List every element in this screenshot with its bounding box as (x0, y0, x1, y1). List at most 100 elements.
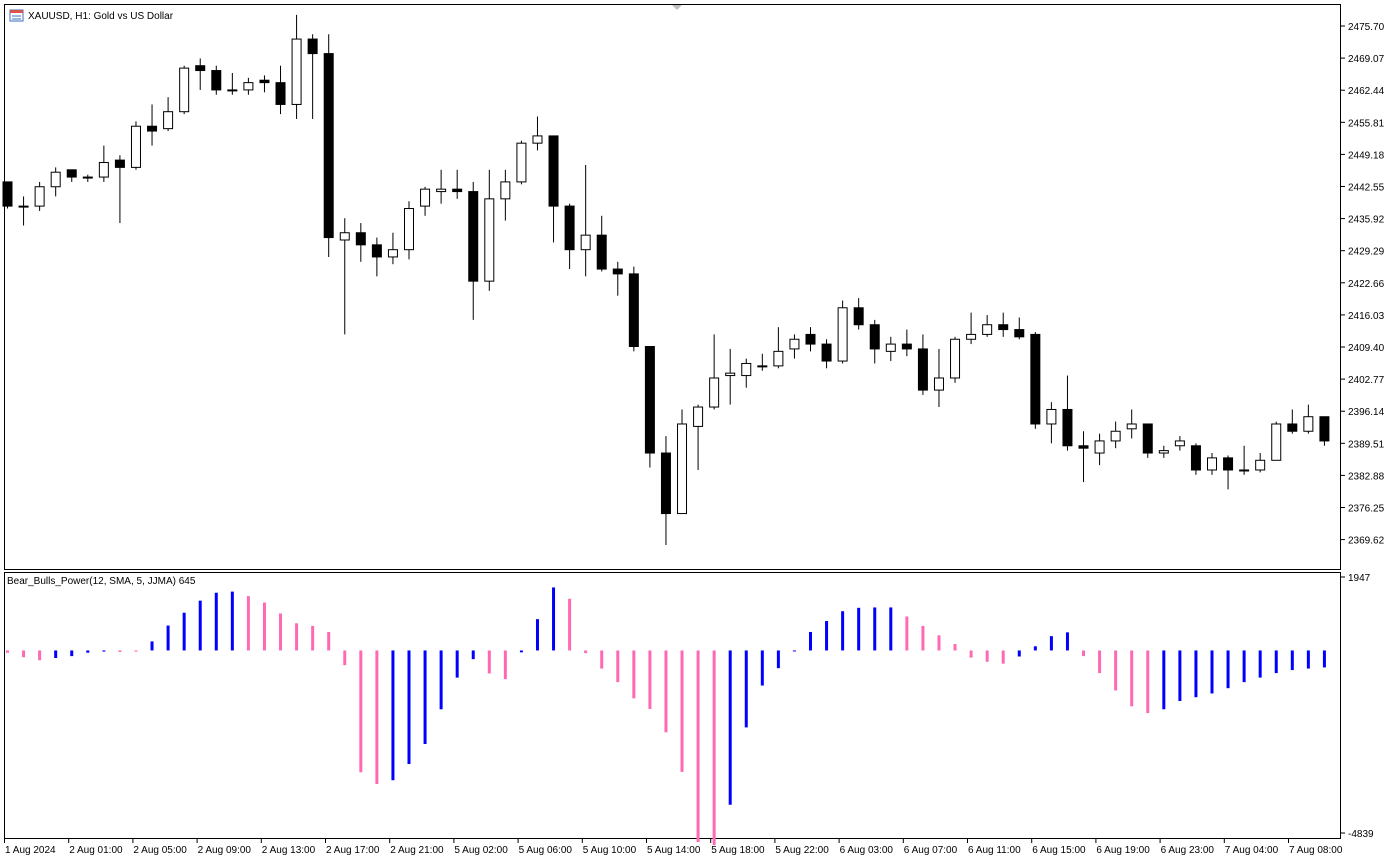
time-label: 6 Aug 07:00 (904, 845, 958, 856)
candle (339, 218, 350, 335)
indicator-bar (937, 635, 941, 651)
candle-body (1174, 440, 1185, 447)
candle-body (901, 343, 912, 350)
candle-body (484, 198, 495, 282)
candle (420, 186, 431, 216)
candle-body (1158, 450, 1169, 454)
indicator-bar (279, 613, 283, 651)
indicator-bar (809, 631, 812, 651)
candle (211, 65, 222, 95)
price-label: 2422.66 (1348, 279, 1385, 290)
indicator-bar (969, 650, 973, 658)
candle (837, 300, 848, 364)
candle-body (1239, 469, 1250, 472)
candle (612, 261, 623, 296)
candle (1207, 453, 1217, 475)
candle (484, 169, 495, 291)
candle-body (195, 65, 206, 72)
candle (1014, 317, 1025, 340)
time-label: 6 Aug 15:00 (1032, 845, 1086, 856)
time-label: 5 Aug 10:00 (583, 845, 637, 856)
indicator-bar (134, 650, 138, 652)
candle (564, 203, 575, 270)
candle-body (805, 333, 816, 345)
time-label: 7 Aug 04:00 (1225, 845, 1279, 856)
candle (901, 329, 912, 357)
indicator-bar (584, 650, 588, 654)
price-label: 2376.25 (1348, 504, 1385, 515)
chart-title: XAUUSD, H1: Gold vs US Dollar (28, 11, 174, 22)
candle (243, 77, 254, 95)
indicator-bar (921, 625, 925, 651)
candle (741, 358, 752, 388)
candle-body (339, 232, 350, 241)
candle (677, 409, 688, 515)
candle (998, 312, 1009, 337)
price-axis: 2475.70 2469.07 2462.44 2455.81 2449.18 2442.… (1341, 22, 1385, 547)
candle-body (404, 208, 414, 251)
candle-body (709, 377, 720, 408)
indicator-bar (262, 602, 266, 651)
time-label: 6 Aug 19:00 (1096, 845, 1150, 856)
candle-body (211, 70, 222, 91)
candle-body (628, 273, 639, 348)
candle-body (885, 343, 896, 352)
candle-body (548, 135, 559, 207)
indicator-bar (535, 619, 539, 651)
candle-body (452, 188, 463, 193)
candle-body (950, 338, 961, 379)
candle-body (387, 249, 398, 258)
scroll-marker-icon[interactable] (672, 5, 682, 10)
time-label: 5 Aug 14:00 (647, 845, 701, 856)
price-label: 2435.92 (1348, 215, 1385, 226)
candle (1271, 421, 1282, 461)
candle (371, 237, 382, 277)
candle-body (227, 89, 238, 92)
candle (580, 164, 591, 277)
indicator-bar (487, 650, 491, 674)
candle-body (612, 268, 623, 275)
indicator-bar (1017, 650, 1021, 657)
candle (452, 169, 463, 199)
candle-body (1207, 457, 1217, 471)
candle-body (355, 232, 366, 246)
time-label: 6 Aug 11:00 (968, 845, 1021, 856)
price-label: 2429.29 (1348, 247, 1385, 258)
candle (1190, 443, 1201, 475)
candle-body (420, 188, 431, 207)
price-label: 2469.07 (1348, 54, 1385, 65)
indicator-bar (841, 611, 845, 651)
candle-body (147, 125, 158, 132)
indicator-bar (825, 621, 829, 651)
candle (275, 65, 286, 115)
indicator-bar (1001, 650, 1005, 664)
candle (2, 181, 13, 209)
candle (757, 353, 768, 371)
indicator-bar (1242, 650, 1246, 683)
indicator-frame[interactable] (4, 572, 1341, 839)
candle-body (275, 82, 286, 105)
main-chart-frame[interactable] (4, 4, 1341, 570)
indicator-bar (1049, 636, 1053, 651)
candle-body (2, 181, 13, 207)
indicator-bar (455, 650, 459, 678)
indicator-bar (6, 650, 9, 653)
indicator-bar (568, 598, 572, 651)
candle (179, 65, 190, 115)
indicator-bar (166, 625, 170, 651)
candle (933, 348, 944, 408)
indicator-bar (600, 650, 604, 669)
candle-body (966, 333, 977, 340)
candle-body (773, 350, 784, 367)
candle-body (580, 234, 591, 251)
indicator-axis: 1947 -4839 (1341, 573, 1374, 840)
candle-body (516, 142, 527, 183)
indicator-bar (1194, 650, 1198, 698)
indicator-bar (1130, 650, 1134, 707)
candle (1062, 375, 1073, 451)
candle-body (917, 348, 928, 391)
candle (98, 145, 109, 182)
indicator-bar (519, 650, 523, 653)
price-label: 2416.03 (1348, 311, 1385, 322)
